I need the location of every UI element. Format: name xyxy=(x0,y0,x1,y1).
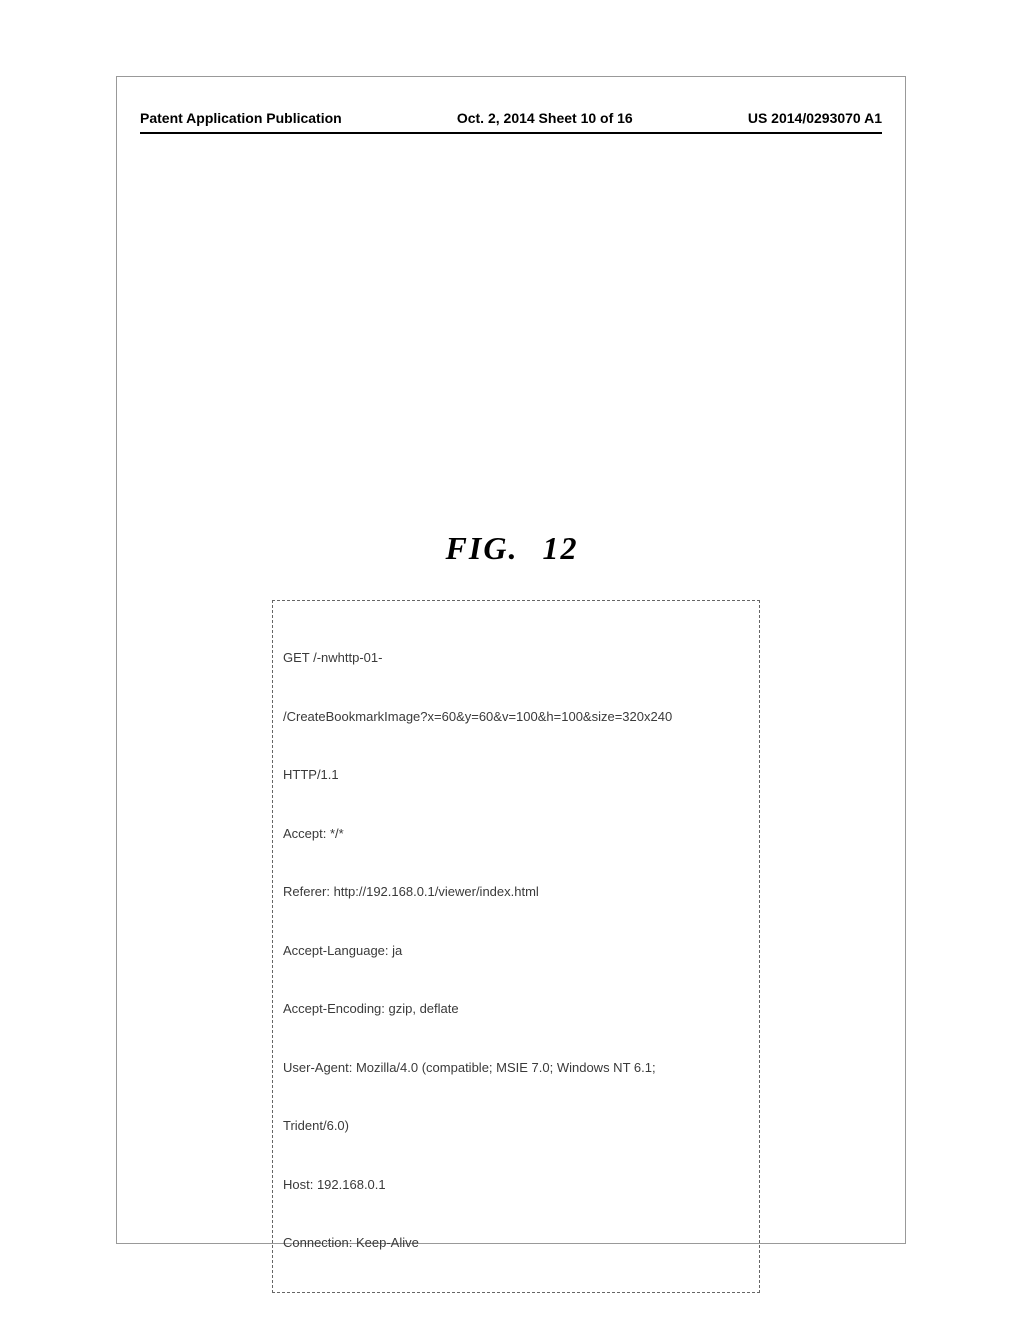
header-publication-type: Patent Application Publication xyxy=(140,110,342,126)
figure-label: FIG. 12 xyxy=(0,530,1024,567)
http-request-box: GET /-nwhttp-01- /CreateBookmarkImage?x=… xyxy=(272,600,760,1293)
http-line: Trident/6.0) xyxy=(283,1116,749,1136)
http-line: GET /-nwhttp-01- xyxy=(283,648,749,668)
http-line: Referer: http://192.168.0.1/viewer/index… xyxy=(283,882,749,902)
http-line: Accept-Encoding: gzip, deflate xyxy=(283,999,749,1019)
figure-label-number: 12 xyxy=(542,530,578,566)
figure-label-prefix: FIG. xyxy=(446,530,519,566)
http-line: Host: 192.168.0.1 xyxy=(283,1175,749,1195)
page-header: Patent Application Publication Oct. 2, 2… xyxy=(140,110,882,126)
header-date-sheet: Oct. 2, 2014 Sheet 10 of 16 xyxy=(457,110,633,126)
http-line: /CreateBookmarkImage?x=60&y=60&v=100&h=1… xyxy=(283,707,749,727)
http-line: HTTP/1.1 xyxy=(283,765,749,785)
header-rule xyxy=(140,132,882,134)
http-line: Accept: */* xyxy=(283,824,749,844)
http-line: Connection: Keep-Alive xyxy=(283,1233,749,1253)
header-publication-no: US 2014/0293070 A1 xyxy=(748,110,882,126)
http-line: Accept-Language: ja xyxy=(283,941,749,961)
http-line: User-Agent: Mozilla/4.0 (compatible; MSI… xyxy=(283,1058,749,1078)
